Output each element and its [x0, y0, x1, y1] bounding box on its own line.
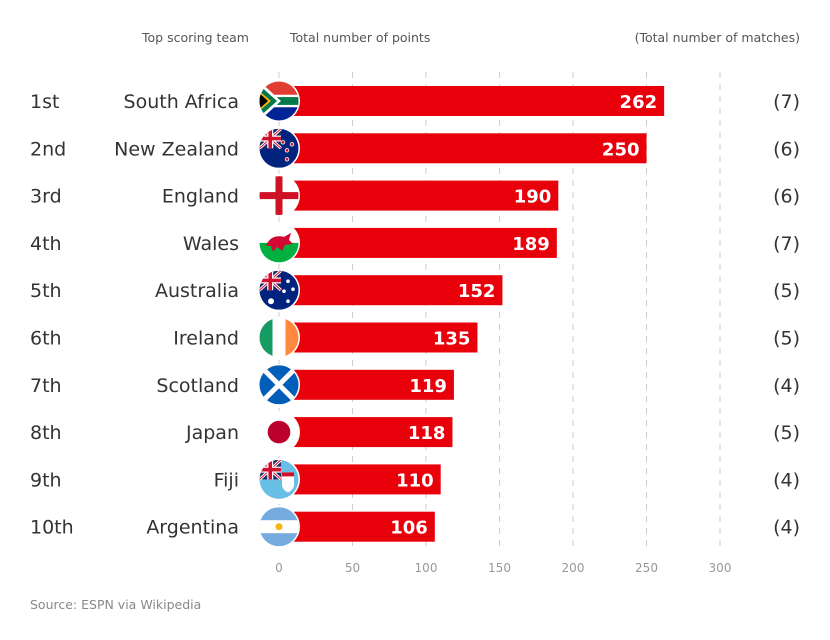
england-flag-icon	[259, 176, 299, 216]
rank-label: 2nd	[30, 138, 66, 160]
bar	[279, 275, 503, 306]
bar	[279, 133, 647, 164]
matches-label: (7)	[773, 91, 800, 113]
bar	[279, 369, 454, 400]
bar	[279, 180, 559, 211]
x-tick-label: 150	[488, 561, 511, 575]
matches-label: (5)	[773, 328, 800, 350]
matches-label: (4)	[773, 517, 800, 539]
value-label: 190	[514, 187, 552, 208]
value-label: 110	[396, 470, 434, 491]
rank-label: 7th	[30, 375, 62, 397]
matches-label: (6)	[773, 138, 800, 160]
matches-label: (5)	[773, 280, 800, 302]
value-label: 106	[390, 518, 428, 539]
bar	[279, 511, 435, 542]
bar	[279, 322, 478, 353]
australia-flag-icon	[259, 270, 299, 310]
argentina-flag-icon	[259, 507, 299, 547]
matches-label: (6)	[773, 186, 800, 208]
team-label: Argentina	[146, 517, 239, 539]
value-label: 119	[409, 376, 447, 397]
team-label: Wales	[183, 233, 239, 255]
x-tick-label: 50	[345, 561, 360, 575]
team-column-header: Top scoring team	[142, 30, 249, 45]
fiji-flag-icon	[259, 459, 299, 499]
matches-column-header: (Total number of matches)	[634, 30, 800, 45]
matches-label: (4)	[773, 469, 800, 491]
rank-label: 3rd	[30, 186, 62, 208]
team-label: Australia	[155, 280, 239, 302]
team-label: South Africa	[124, 91, 239, 113]
matches-label: (5)	[773, 422, 800, 444]
value-label: 189	[512, 234, 550, 255]
scotland-flag-icon	[259, 365, 299, 405]
value-label: 118	[408, 423, 446, 444]
value-label: 135	[433, 329, 471, 350]
rank-label: 10th	[30, 517, 74, 539]
wales-flag-icon	[259, 223, 299, 263]
team-label: England	[162, 186, 239, 208]
rank-label: 9th	[30, 469, 62, 491]
team-label: New Zealand	[114, 138, 239, 160]
points-column-header: Total number of points	[290, 30, 431, 45]
rank-label: 4th	[30, 233, 62, 255]
rank-label: 1st	[30, 91, 59, 113]
team-label: Japan	[185, 422, 239, 444]
value-label: 262	[620, 92, 658, 113]
x-tick-label: 200	[562, 561, 585, 575]
rank-label: 8th	[30, 422, 62, 444]
bar	[279, 417, 453, 448]
x-tick-label: 100	[415, 561, 438, 575]
x-tick-label: 300	[709, 561, 732, 575]
rank-label: 5th	[30, 280, 62, 302]
bar	[279, 464, 441, 495]
rank-label: 6th	[30, 328, 62, 350]
value-label: 250	[602, 139, 640, 160]
team-label: Scotland	[156, 375, 239, 397]
value-label: 152	[458, 281, 496, 302]
x-tick-label: 0	[275, 561, 283, 575]
south-africa-flag-icon	[259, 81, 299, 121]
team-label: Fiji	[214, 469, 239, 491]
bar	[279, 86, 665, 116]
matches-label: (7)	[773, 233, 800, 255]
matches-label: (4)	[773, 375, 800, 397]
bar	[279, 227, 557, 258]
x-tick-label: 250	[635, 561, 658, 575]
new-zealand-flag-icon	[259, 128, 299, 168]
japan-flag-icon	[259, 412, 299, 452]
ireland-flag-icon	[259, 318, 299, 357]
source-note: Source: ESPN via Wikipedia	[30, 597, 202, 612]
team-label: Ireland	[173, 328, 239, 350]
